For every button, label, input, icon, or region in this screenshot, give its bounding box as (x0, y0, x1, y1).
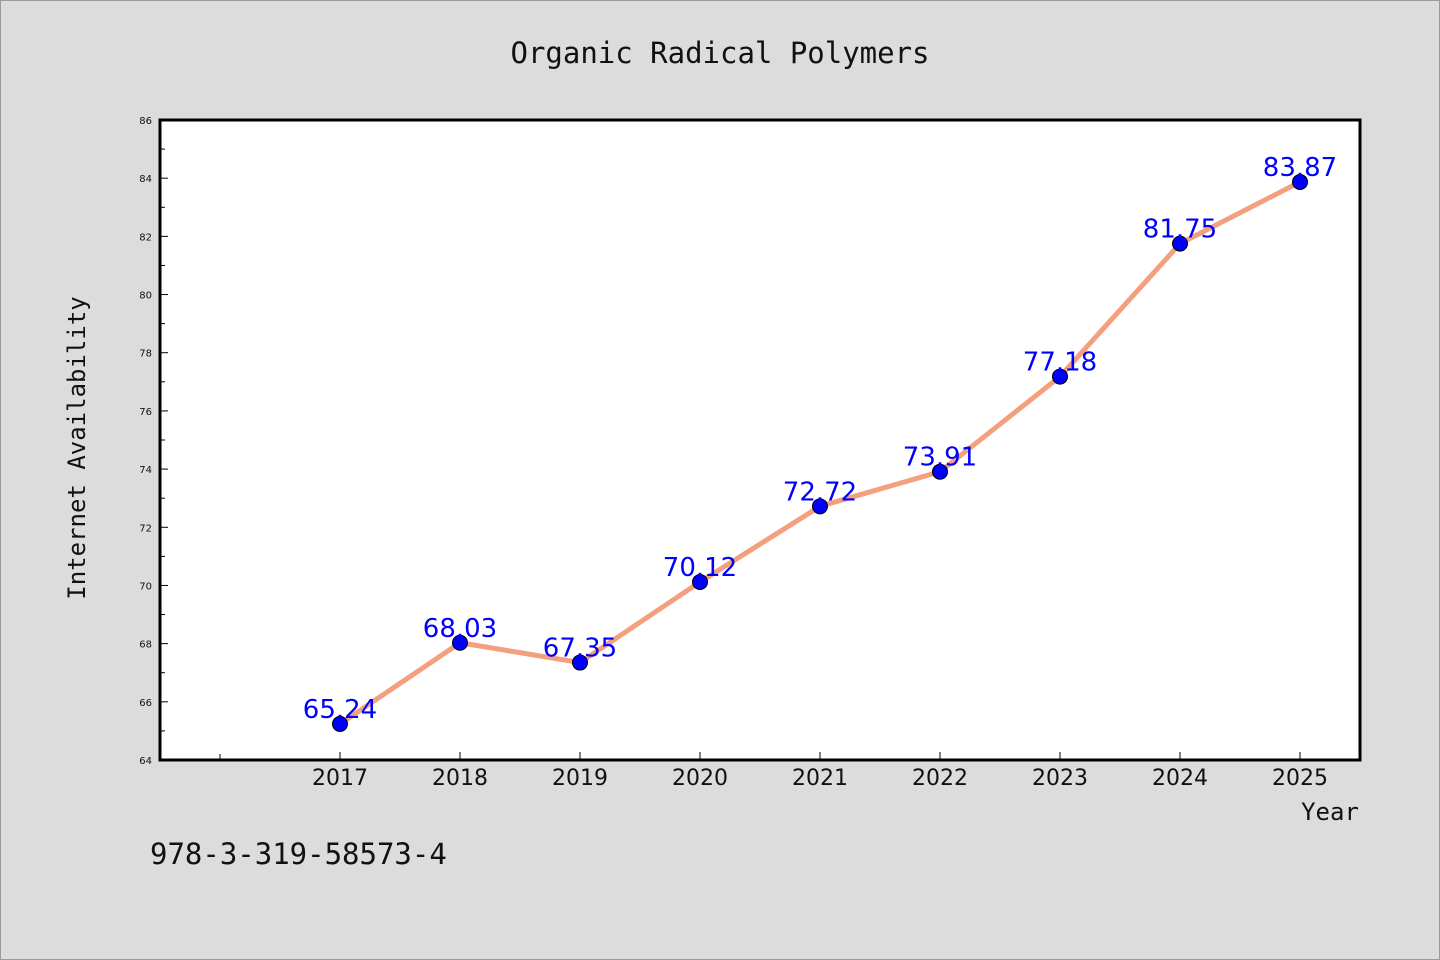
data-point-label: 68.03 (423, 614, 497, 644)
y-tick-label: 82 (139, 232, 152, 243)
data-point-marker (1052, 368, 1068, 385)
y-tick-label: 70 (139, 581, 152, 592)
data-point-marker (812, 498, 828, 515)
x-tick-label: 2018 (432, 766, 488, 791)
data-point-label: 72.72 (783, 477, 857, 507)
data-point-marker (1172, 235, 1188, 252)
data-point-marker (1292, 173, 1308, 190)
x-tick-label: 2020 (672, 766, 728, 791)
data-labels: 65.24 68.03 67.35 70.12 72.72 73.91 77.18 81.75… (303, 153, 1337, 725)
y-tick-label: 76 (139, 407, 152, 418)
x-tick-label: 2019 (552, 766, 608, 791)
x-tick-label: 2017 (312, 766, 368, 791)
data-point-label: 83.87 (1263, 153, 1337, 183)
y-tick-label: 86 (139, 116, 152, 127)
y-tick-label: 84 (139, 174, 152, 185)
x-tick-label: 2023 (1032, 766, 1088, 791)
y-axis-label: Internet Availability (63, 296, 91, 599)
data-point-label: 77.18 (1023, 348, 1097, 378)
x-axis: 2017 2018 2019 2020 2021 2022 2023 2024 2025 (219, 752, 1328, 791)
footnote-id: 978-3-319-58573-4 (150, 837, 447, 871)
x-tick-label: 2025 (1272, 766, 1328, 791)
y-tick-label: 72 (139, 523, 152, 534)
data-point-marker (572, 654, 588, 671)
x-tick-label: 2021 (792, 766, 848, 791)
y-tick-label: 68 (139, 640, 152, 651)
y-tick-label: 74 (139, 465, 152, 476)
x-tick-label: 2022 (912, 766, 968, 791)
data-point-label: 70.12 (663, 553, 737, 583)
chart-title: Organic Radical Polymers (510, 36, 929, 70)
data-point-marker (932, 463, 948, 480)
y-tick-label: 64 (139, 756, 152, 767)
y-tick-label: 80 (139, 291, 152, 302)
x-axis-label: Year (1301, 798, 1359, 826)
y-axis: 64 66 68 70 72 74 76 78 80 82 84 86 (139, 116, 168, 767)
x-tick-label: 2024 (1152, 766, 1208, 791)
data-point-marker (692, 573, 708, 590)
plot-area (158, 118, 1362, 762)
data-point-marker (452, 634, 468, 651)
y-tick-label: 78 (139, 349, 152, 360)
y-tick-label: 66 (139, 698, 152, 709)
data-point-marker (332, 715, 348, 732)
data-point-label: 73.91 (903, 443, 977, 473)
series-markers (332, 173, 1308, 732)
data-point-label: 65.24 (303, 695, 377, 725)
data-point-label: 67.35 (543, 634, 617, 664)
data-point-label: 81.75 (1143, 215, 1217, 245)
